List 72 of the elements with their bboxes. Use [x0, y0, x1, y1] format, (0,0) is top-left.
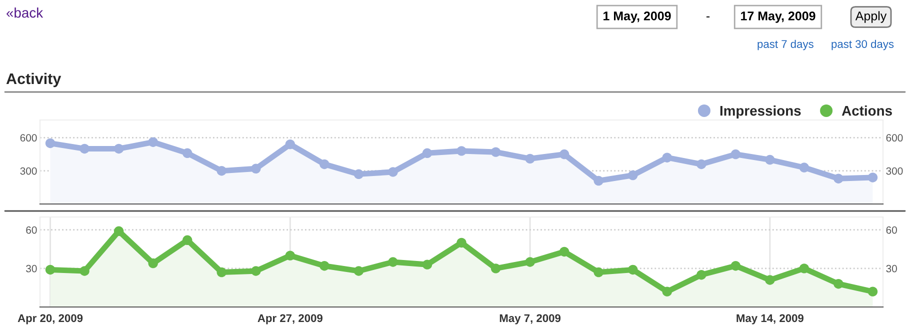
point [216, 166, 226, 176]
point [80, 266, 90, 276]
x-tick-label: Apr 27, 2009 [258, 314, 322, 324]
point [45, 264, 56, 275]
point [216, 267, 226, 278]
text: past 7 days [758, 40, 814, 50]
x-tick-label: Apr 20, 2009 [18, 314, 83, 324]
point [868, 172, 878, 182]
point [730, 149, 741, 160]
point [559, 149, 570, 160]
point [285, 139, 296, 150]
y2-tick-label: 60 [886, 226, 897, 234]
point [388, 167, 398, 177]
point [834, 174, 844, 184]
point [354, 266, 364, 276]
point [525, 257, 535, 267]
y-tick-label: 30 [26, 264, 37, 272]
point [148, 258, 158, 268]
point [80, 144, 90, 154]
point [696, 159, 706, 170]
point [456, 146, 466, 156]
point [45, 138, 56, 148]
legend-label: Actions [842, 106, 892, 116]
point [490, 264, 501, 274]
point [662, 152, 672, 162]
text: «back [6, 8, 44, 18]
point [182, 235, 192, 246]
point [490, 147, 501, 157]
point [628, 170, 638, 180]
point [662, 286, 672, 296]
point [148, 137, 158, 147]
point [765, 275, 775, 285]
point [730, 260, 741, 271]
text: 1 May, 2009 [604, 12, 671, 23]
x-tick-label: May 7, 2009 [500, 314, 561, 324]
point [251, 164, 261, 174]
point [594, 267, 604, 278]
text: - [706, 16, 710, 18]
text: past 30 days [832, 40, 894, 50]
point [456, 238, 466, 248]
point [696, 270, 706, 280]
y2-tick-label: 300 [886, 167, 903, 175]
point [251, 266, 261, 276]
point [320, 260, 330, 271]
point [765, 154, 775, 165]
point [834, 278, 844, 289]
y2-tick-label: 600 [886, 134, 903, 142]
point [628, 264, 638, 275]
point [422, 260, 432, 270]
point [525, 154, 535, 164]
point [320, 159, 330, 170]
point [114, 226, 124, 236]
text: 17 May, 2009 [741, 12, 816, 23]
y-tick-label: 60 [26, 226, 37, 234]
point [182, 148, 192, 158]
chart-title: Activity [6, 72, 62, 88]
point [285, 250, 296, 260]
point [559, 246, 570, 257]
point [388, 257, 398, 267]
point [799, 264, 810, 274]
text: Apply [855, 11, 887, 23]
point [594, 176, 604, 186]
y2-tick-label: 30 [886, 264, 897, 272]
y-tick-label: 300 [20, 167, 37, 175]
legend-label: Impressions [720, 106, 801, 118]
point [114, 144, 124, 154]
y-tick-label: 600 [20, 134, 37, 142]
x-tick-label: May 14, 2009 [736, 314, 804, 324]
point [868, 286, 878, 296]
point [799, 162, 810, 172]
point [354, 169, 364, 180]
point [422, 148, 432, 158]
